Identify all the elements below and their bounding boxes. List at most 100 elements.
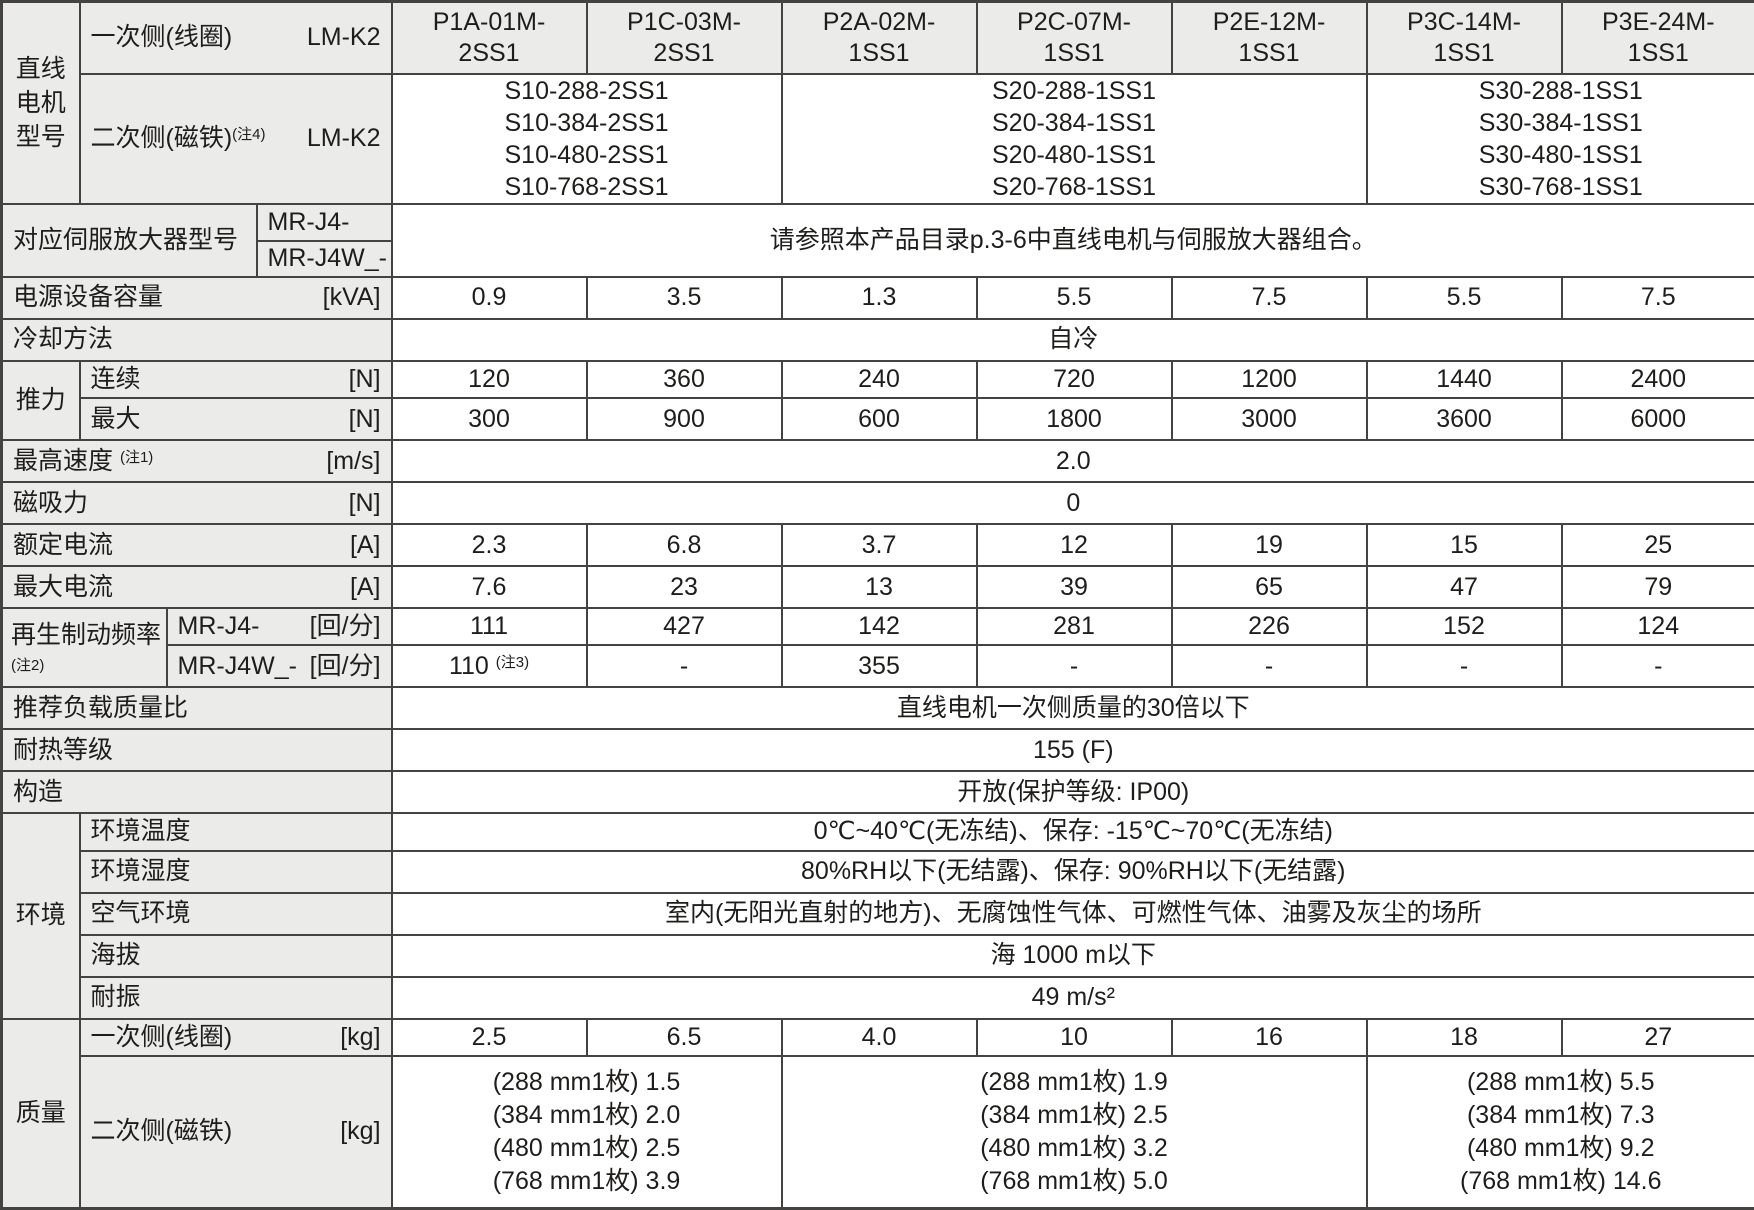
value-cell: 720 — [975, 359, 1173, 400]
env-altitude-label: 海拔 — [78, 933, 393, 978]
row-thrust-maximum: 最大 [N] 300 900 600 1800 3000 3600 6000 — [2, 397, 1754, 442]
amplifier-reference-note: 请参照本产品目录p.3-6中直线电机与伺服放大器组合。 — [390, 202, 1754, 278]
value-cell: 27 — [1560, 1017, 1754, 1058]
model-header-p1c: P1C-03M- 2SS1 — [585, 0, 783, 75]
mass-group-label: 质量 — [0, 1017, 81, 1210]
value-cell: 16 — [1170, 1017, 1368, 1058]
regen-j4-label-cell: MR-J4- [回/分] — [165, 607, 393, 647]
row-env-humidity: 环境湿度 80%RH以下(无结露)、保存: 90%RH以下(无结露) — [2, 849, 1754, 894]
environment-group-label: 环境 — [0, 812, 81, 1020]
value-cell: 65 — [1170, 565, 1368, 610]
row-env-vibration: 耐振 49 m/s² — [2, 975, 1754, 1020]
power-capacity-unit: [kVA] — [322, 283, 381, 312]
value-cell: 3.7 — [780, 523, 978, 568]
max-current-label: 最大电流 — [13, 572, 114, 601]
regen-j4-label: MR-J4- — [177, 612, 260, 641]
secondary-models-s20: S20-288-1SS1 S20-384-1SS1 S20-480-1SS1 S… — [780, 72, 1368, 205]
note3-marker: (注3) — [495, 653, 530, 671]
thrust-maximum-label-cell: 最大 [N] — [78, 397, 393, 442]
value-cell: 360 — [585, 359, 783, 400]
value-cell: 142 — [780, 607, 978, 647]
value-cell: 900 — [585, 397, 783, 442]
cooling-value: 自冷 — [390, 317, 1754, 362]
load-ratio-label: 推荐负载质量比 — [0, 686, 393, 731]
model-header-p2a: P2A-02M- 1SS1 — [780, 0, 978, 75]
value-cell-with-note: 110 (注3) — [390, 644, 588, 689]
thrust-continuous-label-cell: 连续 [N] — [78, 359, 393, 400]
value-cell: 6000 — [1560, 397, 1754, 442]
env-humidity-label: 环境湿度 — [78, 849, 393, 894]
value-cell: 3600 — [1365, 397, 1563, 442]
row-regen-j4: 再生制动频率 (注2) MR-J4- [回/分] 111 427 142 281… — [0, 607, 1754, 689]
value-cell: 240 — [780, 359, 978, 400]
value-cell: 6.5 — [585, 1017, 783, 1058]
value-cell: 79 — [1560, 565, 1754, 610]
env-humidity-value: 80%RH以下(无结露)、保存: 90%RH以下(无结露) — [390, 849, 1754, 894]
load-ratio-value: 直线电机一次侧质量的30倍以下 — [390, 686, 1754, 731]
value-cell: 355 — [780, 644, 978, 689]
value-cell: 152 — [1365, 607, 1563, 647]
value-cell: 3000 — [1170, 397, 1368, 442]
value-cell: 0.9 — [390, 275, 588, 320]
row-mass-primary: 质量 一次侧(线圈) [kg] 2.5 6.5 4.0 10 16 18 27 — [0, 1017, 1754, 1210]
value-cell: 10 — [975, 1017, 1173, 1058]
amplifier-j4w-label: MR-J4W_- — [255, 239, 393, 278]
power-capacity-label-cell: 电源设备容量 [kVA] — [0, 275, 393, 320]
value-cell: 1200 — [1170, 359, 1368, 400]
primary-coil-label: 一次侧(线圈) — [90, 23, 233, 52]
amplifier-label: 对应伺服放大器型号 — [0, 202, 258, 278]
row-attraction: 磁吸力 [N] 0 — [0, 481, 1754, 526]
thrust-maximum-label: 最大 — [90, 404, 141, 433]
value-cell: 23 — [585, 565, 783, 610]
thrust-group-label: 推力 — [0, 359, 81, 442]
env-temperature-value: 0℃~40℃(无冻结)、保存: -15℃~70℃(无冻结) — [390, 812, 1754, 852]
mass-secondary-s20: (288 mm1枚) 1.9 (384 mm1枚) 2.5 (480 mm1枚)… — [780, 1055, 1368, 1210]
value-cell: 7.5 — [1170, 275, 1368, 320]
attraction-label: 磁吸力 — [13, 488, 89, 517]
regen-j4w-unit: [回/分] — [309, 651, 381, 680]
regen-group-label-cell: 再生制动频率 (注2) — [0, 607, 168, 689]
mass-secondary-s10: (288 mm1枚) 1.5 (384 mm1枚) 2.0 (480 mm1枚)… — [390, 1055, 783, 1210]
row-max-speed: 最高速度 (注1) [m/s] 2.0 — [0, 439, 1754, 484]
mass-secondary-unit: [kg] — [340, 1117, 381, 1146]
max-speed-label: 最高速度 — [13, 446, 114, 475]
value-cell: 1.3 — [780, 275, 978, 320]
value-cell: 25 — [1560, 523, 1754, 568]
mass-primary-label-cell: 一次侧(线圈) [kg] — [78, 1017, 393, 1058]
value-cell: 226 — [1170, 607, 1368, 647]
secondary-models-s30: S30-288-1SS1 S30-384-1SS1 S30-480-1SS1 S… — [1365, 72, 1754, 205]
env-atmosphere-label: 空气环境 — [78, 891, 393, 936]
value-cell: - — [975, 644, 1173, 689]
value-cell: 111 — [390, 607, 588, 647]
value-cell: 18 — [1365, 1017, 1563, 1058]
model-header-p3e: P3E-24M- 1SS1 — [1560, 0, 1754, 75]
value-cell: 15 — [1365, 523, 1563, 568]
value-cell: 2.5 — [390, 1017, 588, 1058]
rated-current-label-cell: 额定电流 [A] — [0, 523, 393, 568]
row-mass-secondary: 二次侧(磁铁) [kg] (288 mm1枚) 1.5 (384 mm1枚) 2… — [2, 1055, 1754, 1210]
env-vibration-label: 耐振 — [78, 975, 393, 1020]
heat-class-label: 耐热等级 — [0, 728, 393, 773]
mass-primary-label: 一次侧(线圈) — [90, 1022, 233, 1051]
env-altitude-value: 海 1000 m以下 — [390, 933, 1754, 978]
row-amplifier-j4w: MR-J4W_- — [2, 239, 1754, 278]
value-cell: 124 — [1560, 607, 1754, 647]
mass-secondary-label: 二次侧(磁铁) — [90, 1117, 233, 1146]
value-cell: 7.5 — [1560, 275, 1754, 320]
row-env-altitude: 海拔 海 1000 m以下 — [2, 933, 1754, 978]
max-speed-unit: [m/s] — [326, 446, 381, 475]
row-power-capacity: 电源设备容量 [kVA] 0.9 3.5 1.3 5.5 7.5 5.5 7.5 — [0, 275, 1754, 320]
row-heat-class: 耐热等级 155 (F) — [0, 728, 1754, 773]
thrust-continuous-unit: [N] — [348, 364, 381, 393]
env-atmosphere-value: 室内(无阳光直射的地方)、无腐蚀性气体、可燃性气体、油雾及灰尘的场所 — [390, 891, 1754, 936]
value-cell: 2400 — [1560, 359, 1754, 400]
row-cooling: 冷却方法 自冷 — [0, 317, 1754, 362]
model-header-p2e: P2E-12M- 1SS1 — [1170, 0, 1368, 75]
value-cell: 7.6 — [390, 565, 588, 610]
value-cell: 600 — [780, 397, 978, 442]
value-cell: 19 — [1170, 523, 1368, 568]
value-cell: 4.0 — [780, 1017, 978, 1058]
value-cell: 12 — [975, 523, 1173, 568]
mass-secondary-label-cell: 二次侧(磁铁) [kg] — [78, 1055, 393, 1210]
